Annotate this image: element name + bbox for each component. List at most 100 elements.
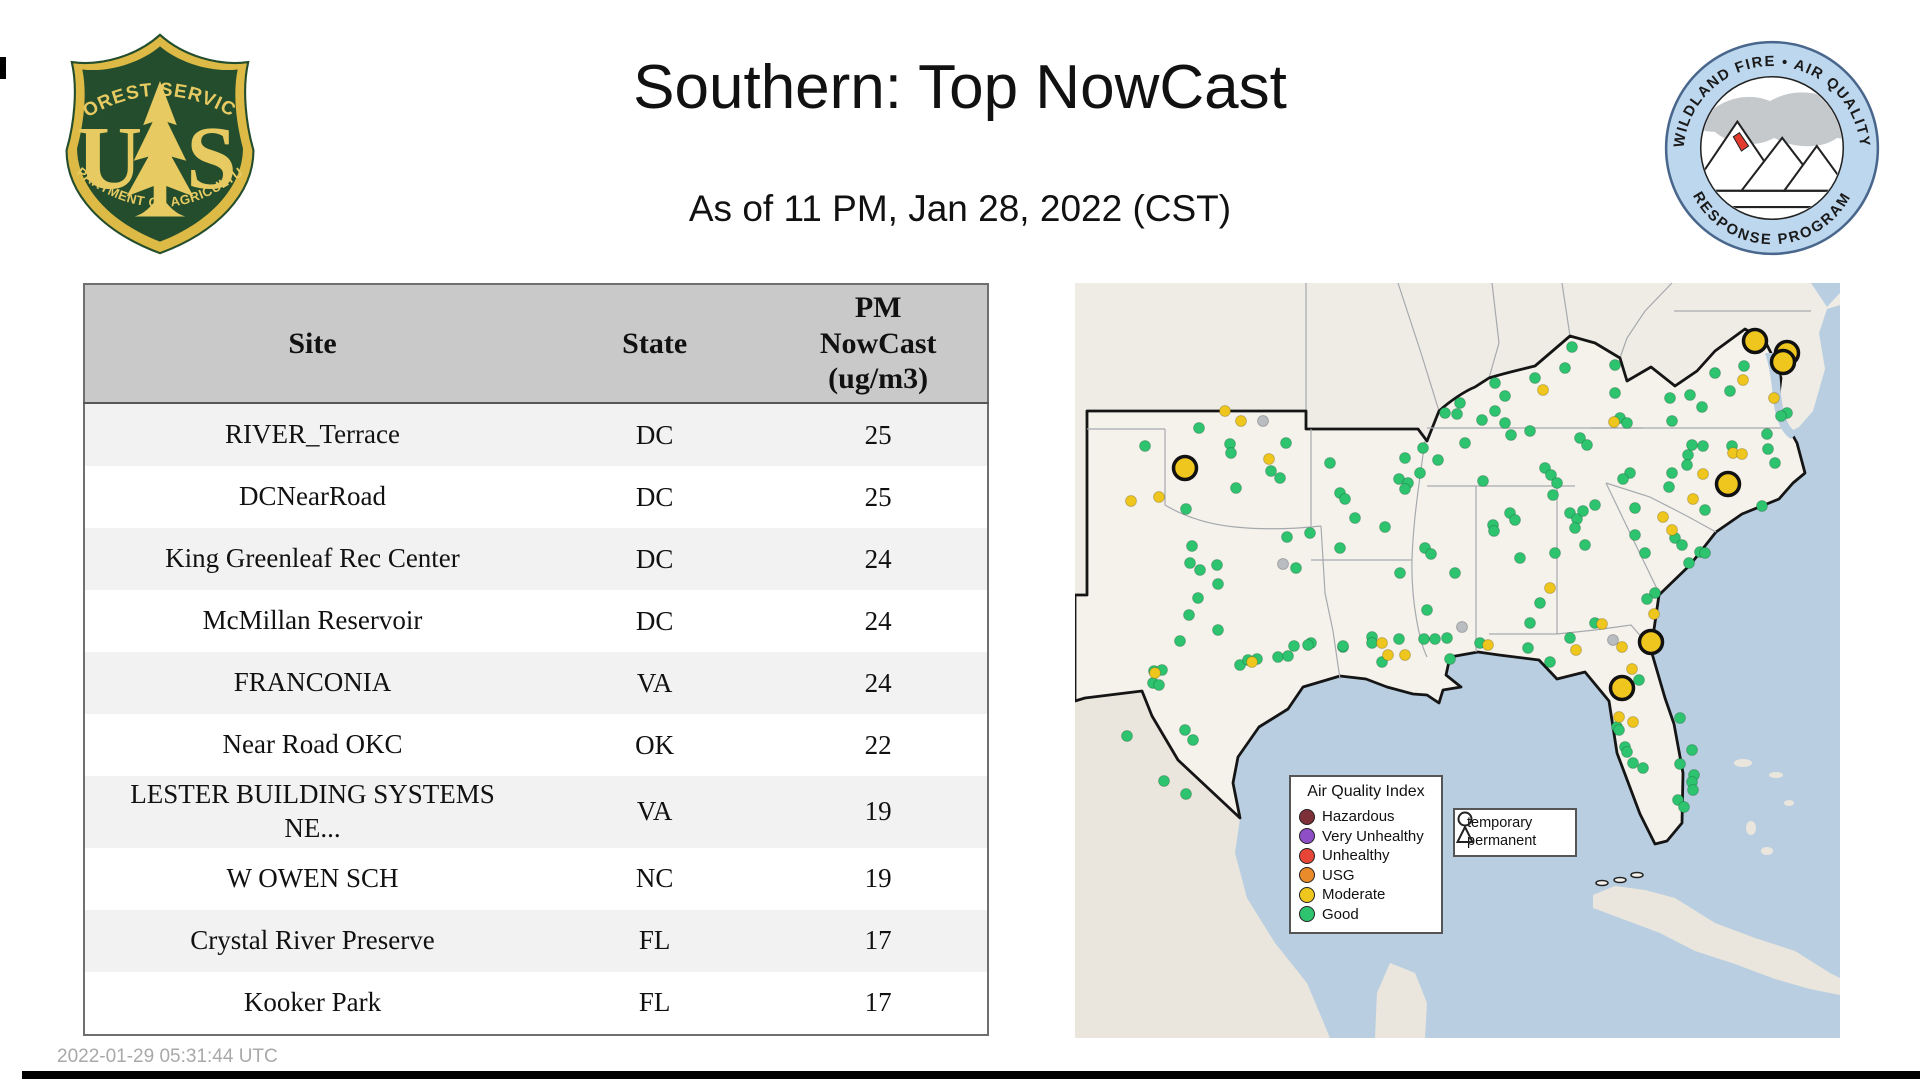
monitor-dots-layer — [1121, 327, 1801, 813]
aqi-legend-label: Moderate — [1322, 886, 1386, 903]
aqi-legend-label: Unhealthy — [1322, 847, 1390, 864]
monitor-dot-good — [1418, 633, 1430, 645]
table-body: RIVER_Terrace DC 25 DCNearRoad DC 25 King Gree… — [84, 403, 988, 1035]
state-cell: DC — [635, 543, 674, 574]
aqi-legend-item: USG — [1299, 866, 1433, 886]
monitor-dot-good — [1724, 385, 1736, 397]
site-cell: FRANCONIA — [233, 667, 392, 698]
pm-cell: 22 — [864, 729, 892, 760]
monitor-dot-moderate — [1125, 495, 1137, 507]
monitor-dot-good — [1139, 440, 1151, 452]
column-header-state: State — [539, 284, 770, 404]
temporary-monitor-moderate — [1769, 348, 1797, 376]
monitor-dot-good — [1379, 521, 1391, 533]
aqi-legend-item: Good — [1299, 905, 1433, 925]
marker-type-legend: temporary permanent — [1453, 808, 1577, 857]
aqi-legend-label: Good — [1322, 905, 1359, 923]
pm-cell: 24 — [864, 605, 892, 636]
site-cell: King Greenleaf Rec Center — [165, 543, 460, 574]
monitor-dot-good — [1288, 640, 1300, 652]
site-cell: RIVER_Terrace — [224, 419, 400, 450]
state-cell: VA — [636, 796, 673, 827]
temporary-monitor-moderate — [1637, 628, 1665, 656]
site-cell: Kooker Park — [243, 986, 382, 1017]
monitor-dot-moderate — [1608, 416, 1620, 428]
monitor-dot-good — [1488, 525, 1500, 537]
temporary-label: temporary — [1467, 815, 1533, 831]
monitor-dot-good — [1633, 674, 1645, 686]
monitor-dot-good — [1399, 483, 1411, 495]
monitor-dot-good — [1697, 440, 1709, 452]
temporary-monitor-moderate — [1608, 674, 1636, 702]
aqi-legend-item: Hazardous — [1299, 807, 1433, 827]
monitor-dot-good — [1449, 567, 1461, 579]
aqi-legend: Air Quality Index Hazardous Very Unhealth… — [1289, 775, 1443, 934]
temporary-monitor-moderate — [1741, 327, 1769, 355]
mexico-land — [1075, 691, 1330, 1038]
bottom-rule — [22, 1071, 1920, 1079]
monitor-dot-good — [1617, 473, 1629, 485]
monitor-dot-good — [1399, 452, 1411, 464]
monitor-dot-good — [1489, 405, 1501, 417]
table-row: DCNearRoad DC 25 — [84, 466, 988, 528]
monitor-dot-good — [1681, 459, 1693, 471]
monitor-dot-good — [1761, 428, 1773, 440]
site-cell: LESTER BUILDING SYSTEMS NE... — [130, 779, 495, 843]
nowcast-ranking-table: Site State PM NowCast (ug/m3) RIVER_Terr… — [83, 283, 989, 1036]
cuba-land — [1593, 886, 1840, 995]
table-row: Kooker Park FL 17 — [84, 971, 988, 1035]
monitor-dot-moderate — [1149, 667, 1161, 679]
monitor-dot-good — [1417, 442, 1429, 454]
pm-cell: 19 — [864, 796, 892, 827]
monitor-dot-good — [1564, 632, 1576, 644]
aqi-legend-item: Very Unhealthy — [1299, 827, 1433, 847]
pm-cell: 17 — [864, 987, 892, 1017]
monitor-dot-moderate — [1666, 524, 1678, 536]
monitor-dot-good — [1579, 539, 1591, 551]
monitor-dot-good — [1393, 633, 1405, 645]
monitor-dot-good — [1441, 632, 1453, 644]
monitor-dot-good — [1514, 552, 1526, 564]
monitor-dot-good — [1454, 397, 1466, 409]
monitor-dot-moderate — [1482, 639, 1494, 651]
aqi-legend-item: Moderate — [1299, 885, 1433, 905]
monitor-dot-good — [1544, 656, 1556, 668]
monitor-dot-moderate — [1382, 649, 1394, 661]
monitor-dot-good — [1684, 389, 1696, 401]
monitor-dot-good — [1524, 425, 1536, 437]
monitor-dot-moderate — [1376, 637, 1388, 649]
usfs-tree-icon — [126, 81, 194, 217]
table-row: W OWEN SCH NC 19 — [84, 847, 988, 910]
permanent-label: permanent — [1467, 832, 1537, 849]
neighbor-states-land — [1075, 283, 1840, 595]
monitor-dot-moderate — [1627, 716, 1639, 728]
table-row: McMillan Reservoir DC 24 — [84, 590, 988, 652]
monitor-dot-good — [1183, 609, 1195, 621]
pm-cell: 24 — [864, 543, 892, 574]
aqi-color-dot-icon — [1299, 847, 1315, 864]
monitor-dot-good — [1629, 529, 1641, 541]
state-borders-outside — [1305, 283, 1811, 412]
page-subtitle: As of 11 PM, Jan 28, 2022 (CST) — [688, 188, 1232, 229]
monitor-dot-good — [1674, 712, 1686, 724]
monitor-dot-good — [1682, 449, 1694, 461]
table-row: King Greenleaf Rec Center DC 24 — [84, 528, 988, 590]
monitor-dot-good — [1121, 730, 1133, 742]
site-cell: W OWEN SCH — [226, 862, 399, 893]
monitor-dot-inactive — [1607, 634, 1619, 646]
monitor-dot-good — [1577, 505, 1589, 517]
monitor-dot-good — [1683, 557, 1695, 569]
monitor-dot-good — [1394, 567, 1406, 579]
slide-edge-mark — [0, 57, 6, 79]
bahamas-islands — [1734, 759, 1794, 855]
monitor-dot-good — [1180, 503, 1192, 515]
aqi-color-dot-icon — [1299, 808, 1315, 825]
state-cell: NC — [635, 863, 674, 893]
monitor-dot-good — [1439, 407, 1451, 419]
monitor-dot-moderate — [1544, 582, 1556, 594]
state-cell: FL — [638, 925, 671, 955]
permanent-triangle-icon — [1455, 824, 1475, 843]
monitor-dot-good — [1559, 362, 1571, 374]
monitor-dot-moderate — [1399, 649, 1411, 661]
monitor-dot-good — [1180, 788, 1192, 800]
